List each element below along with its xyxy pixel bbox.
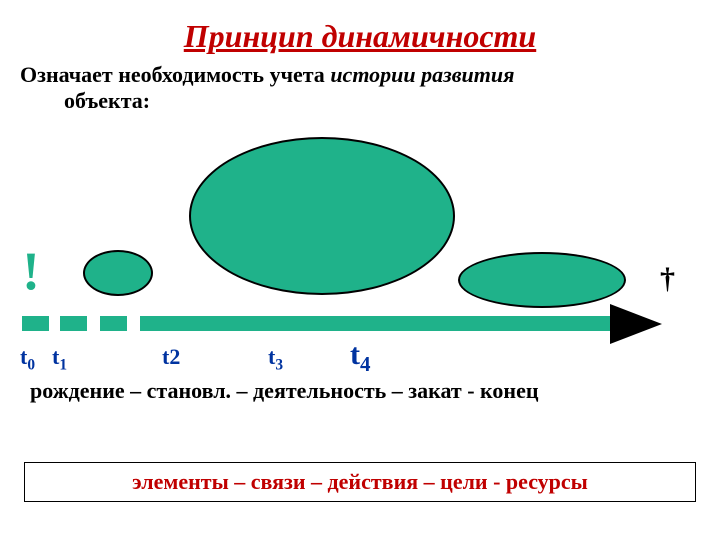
phases-text: рождение – становл. – деятельность – зак… [30,378,539,404]
footer-box: элементы – связи – действия – цели - рес… [24,462,696,502]
exclaim-icon: ! [22,240,40,302]
axis-dash-0 [22,316,49,331]
t0-sub: 0 [27,356,35,373]
subtitle: Означает необходимость учета истории раз… [20,62,514,114]
dagger-icon: † [660,262,675,296]
slide: Принцип динамичности Означает необходимо… [0,0,720,540]
subtitle-pre: Означает необходимость учета [20,62,330,87]
t3: t3 [268,344,283,374]
axis-arrowhead [606,302,666,346]
t2-pre: t2 [162,344,180,369]
ellipse-1 [189,137,455,295]
arrowhead-poly [610,304,662,344]
axis-dash-1 [60,316,87,331]
t0: t0 [20,344,35,374]
t4-pre: t [350,338,360,371]
t1: t1 [52,344,67,374]
t4: t4 [350,338,371,377]
page-title: Принцип динамичности [0,18,720,55]
subtitle-emph: истории развития [330,62,514,87]
ellipse-0 [83,250,153,296]
axis-bar [140,316,610,331]
t1-sub: 1 [59,356,67,373]
ellipse-2 [458,252,626,308]
t2: t2 [162,344,180,374]
subtitle-line2: объекта: [64,88,150,114]
t3-sub: 3 [275,356,283,373]
t4-sub: 4 [360,352,371,376]
axis-dash-2 [100,316,127,331]
